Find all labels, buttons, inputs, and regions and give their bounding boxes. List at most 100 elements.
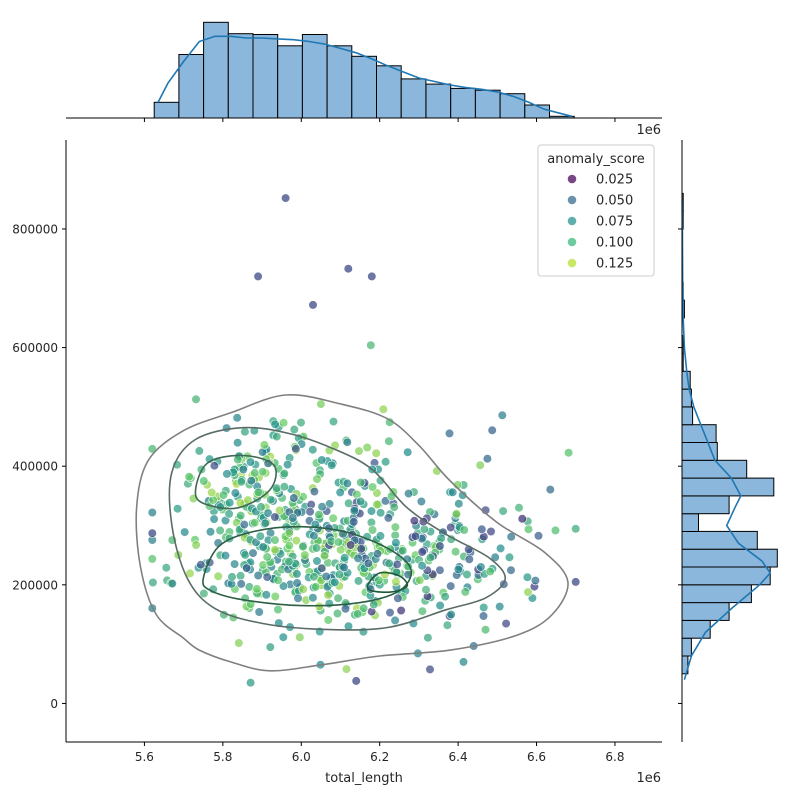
scatter-point <box>477 524 487 534</box>
scatter-point <box>323 615 333 625</box>
y-marginal-bar <box>681 619 711 639</box>
legend-title: anomaly_score <box>547 152 645 167</box>
scatter-point <box>448 487 458 497</box>
scatter-point <box>281 193 291 203</box>
scatter-point <box>261 590 271 600</box>
scatter-point <box>523 587 533 597</box>
scatter-point <box>340 553 350 563</box>
scatter-point <box>403 447 413 457</box>
scatter-point <box>207 487 217 498</box>
legend-frame <box>537 144 655 277</box>
scatter-point <box>375 476 386 486</box>
scatter-point <box>272 432 282 442</box>
scatter-point <box>147 528 157 538</box>
scatter-point <box>336 545 346 555</box>
x-marginal-bar <box>425 83 452 119</box>
scatter-point <box>333 537 344 547</box>
scatter-point <box>309 572 319 582</box>
scatter-point <box>462 569 472 580</box>
scatter-point <box>498 506 508 516</box>
scatter-point <box>384 558 394 569</box>
scatter-point <box>416 496 427 507</box>
scatter-point <box>199 588 209 599</box>
y-marginal-bar <box>681 513 699 533</box>
scatter-point <box>270 419 280 429</box>
legend-marker <box>567 237 577 247</box>
joint-scatter-axes: 5.6 5.8 6.0 6.2 6.4 6.6 6.8 0 200000 400000 60000… <box>12 140 662 764</box>
x-marginal-bar <box>203 21 229 119</box>
hue-legend: anomaly_score 0.025 0.050 0.075 0.100 0.125 <box>537 144 655 277</box>
scatter-point <box>390 615 400 626</box>
scatter-point <box>479 602 489 613</box>
scatter-point <box>265 642 275 652</box>
y-tick-label: 0 <box>50 697 58 711</box>
x-axis-ticks: 5.6 5.8 6.0 6.2 6.4 6.6 6.8 <box>135 742 624 764</box>
scatter-point <box>415 575 425 585</box>
scatter-point <box>289 424 299 435</box>
scatter-point <box>213 571 223 581</box>
y-tick-label: 600000 <box>12 341 58 355</box>
scatter-point <box>230 488 240 498</box>
scatter-point <box>262 552 272 562</box>
scatter-point <box>482 454 493 464</box>
scatter-point <box>270 591 280 602</box>
x-marginal-bar <box>400 78 427 119</box>
scatter-point <box>222 469 232 479</box>
y-marginal-bar <box>681 424 717 444</box>
x-tick-label: 6.6 <box>527 750 546 764</box>
scatter-point <box>514 503 524 513</box>
scatter-point <box>478 611 489 621</box>
scatter-point <box>316 399 326 409</box>
scatter-point <box>396 605 406 616</box>
scatter-point <box>501 618 511 629</box>
scatter-point <box>184 472 194 482</box>
scatter-point <box>284 528 294 538</box>
scatter-point <box>270 545 280 555</box>
scatter-point <box>308 300 318 310</box>
scatter-point <box>220 550 231 561</box>
x-marginal-bar <box>326 45 353 119</box>
scatter-point <box>227 572 237 582</box>
scatter-point <box>240 550 250 560</box>
scatter-point <box>253 570 263 581</box>
scatter-point <box>393 593 403 603</box>
scatter-point <box>242 563 252 573</box>
scatter-point <box>362 442 372 453</box>
scatter-point <box>359 603 369 613</box>
x-marginal-bar <box>376 65 402 119</box>
scatter-point <box>339 562 349 573</box>
scatter-point <box>354 446 364 456</box>
scatter-point <box>278 632 288 642</box>
x-marginal-bar <box>252 34 279 119</box>
x-axis-label: total_length <box>325 771 403 786</box>
scatter-point <box>262 572 272 582</box>
scatter-point <box>194 446 204 456</box>
scatter-point <box>383 513 394 523</box>
scatter-point <box>417 561 427 571</box>
scatter-point <box>309 531 319 541</box>
scatter-point <box>385 607 395 618</box>
x-marginal-bar <box>178 54 205 119</box>
scatter-point <box>250 468 260 478</box>
x-marginal-bar <box>227 33 254 119</box>
scatter-point <box>356 496 366 507</box>
scatter-point <box>248 548 258 558</box>
scatter-point <box>238 464 248 475</box>
scatter-point <box>209 461 219 471</box>
scatter-point <box>327 460 337 470</box>
scatter-point <box>275 505 285 516</box>
scatter-point <box>148 577 158 588</box>
scatter-point <box>292 569 302 579</box>
scatter-point <box>317 563 327 573</box>
scatter-point <box>342 478 352 489</box>
scatter-point <box>353 553 363 563</box>
y-marginal-bar <box>681 406 694 426</box>
scatter-point <box>312 474 322 484</box>
scatter-point <box>218 490 229 500</box>
scatter-point <box>341 664 352 674</box>
scatter-point <box>161 563 171 573</box>
scatter-point <box>371 448 381 458</box>
scatter-point <box>236 579 246 589</box>
scatter-point <box>490 552 500 562</box>
